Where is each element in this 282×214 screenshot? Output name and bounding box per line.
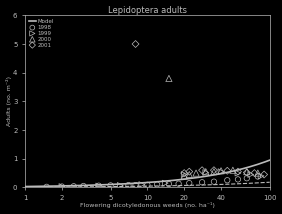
2000 [231, 168, 235, 172]
2001 [200, 168, 204, 172]
2000 [167, 77, 171, 80]
1999 [182, 173, 186, 176]
Y-axis label: Adults (no. m⁻²): Adults (no. m⁻²) [6, 76, 12, 126]
1998 [72, 184, 76, 188]
2001 [262, 173, 266, 176]
2001 [133, 42, 138, 46]
1998 [176, 182, 181, 185]
Model [268, 159, 271, 161]
2001 [182, 171, 186, 175]
1999 [163, 181, 168, 185]
2001 [244, 171, 249, 174]
2000 [187, 173, 191, 176]
1999 [236, 171, 240, 175]
1999 [259, 174, 263, 178]
Legend: Model, 1998, 1999, 2000, 2001: Model, 1998, 1999, 2000, 2001 [28, 18, 55, 49]
2001 [225, 169, 230, 172]
1999 [140, 183, 144, 186]
1998 [108, 184, 113, 187]
1998 [81, 184, 86, 188]
2000 [219, 169, 223, 172]
Title: Lepidoptera adults: Lepidoptera adults [108, 6, 187, 15]
2000 [212, 170, 216, 173]
1998 [236, 178, 240, 181]
1999 [118, 184, 122, 187]
1998 [60, 185, 64, 188]
1999 [219, 170, 223, 173]
1998 [126, 183, 131, 187]
1998 [133, 183, 138, 187]
1998 [96, 184, 101, 187]
2000 [255, 171, 260, 175]
2000 [182, 174, 186, 178]
1999 [96, 184, 101, 188]
1998 [44, 185, 49, 189]
1999 [248, 173, 253, 176]
1998 [212, 180, 216, 183]
Model [89, 184, 92, 186]
1998 [225, 178, 230, 182]
2000 [194, 171, 198, 175]
Model [38, 185, 41, 188]
Model [256, 163, 259, 166]
Model [69, 184, 72, 187]
Model [23, 185, 27, 188]
1998 [155, 183, 159, 186]
1998 [255, 175, 260, 178]
2000 [244, 170, 249, 173]
1999 [204, 171, 208, 174]
2001 [236, 170, 240, 173]
1998 [187, 181, 191, 185]
1998 [145, 183, 150, 187]
Line: Model: Model [25, 160, 270, 187]
1998 [200, 181, 204, 184]
1998 [244, 177, 249, 180]
1999 [60, 185, 64, 188]
Model [33, 185, 37, 188]
2001 [252, 171, 257, 175]
1998 [167, 182, 171, 186]
2001 [187, 170, 191, 173]
2001 [212, 168, 216, 172]
2000 [204, 170, 208, 173]
Model [247, 166, 250, 168]
X-axis label: Flowering dicotyledonous weeds (no. ha⁻¹): Flowering dicotyledonous weeds (no. ha⁻¹… [80, 202, 215, 208]
